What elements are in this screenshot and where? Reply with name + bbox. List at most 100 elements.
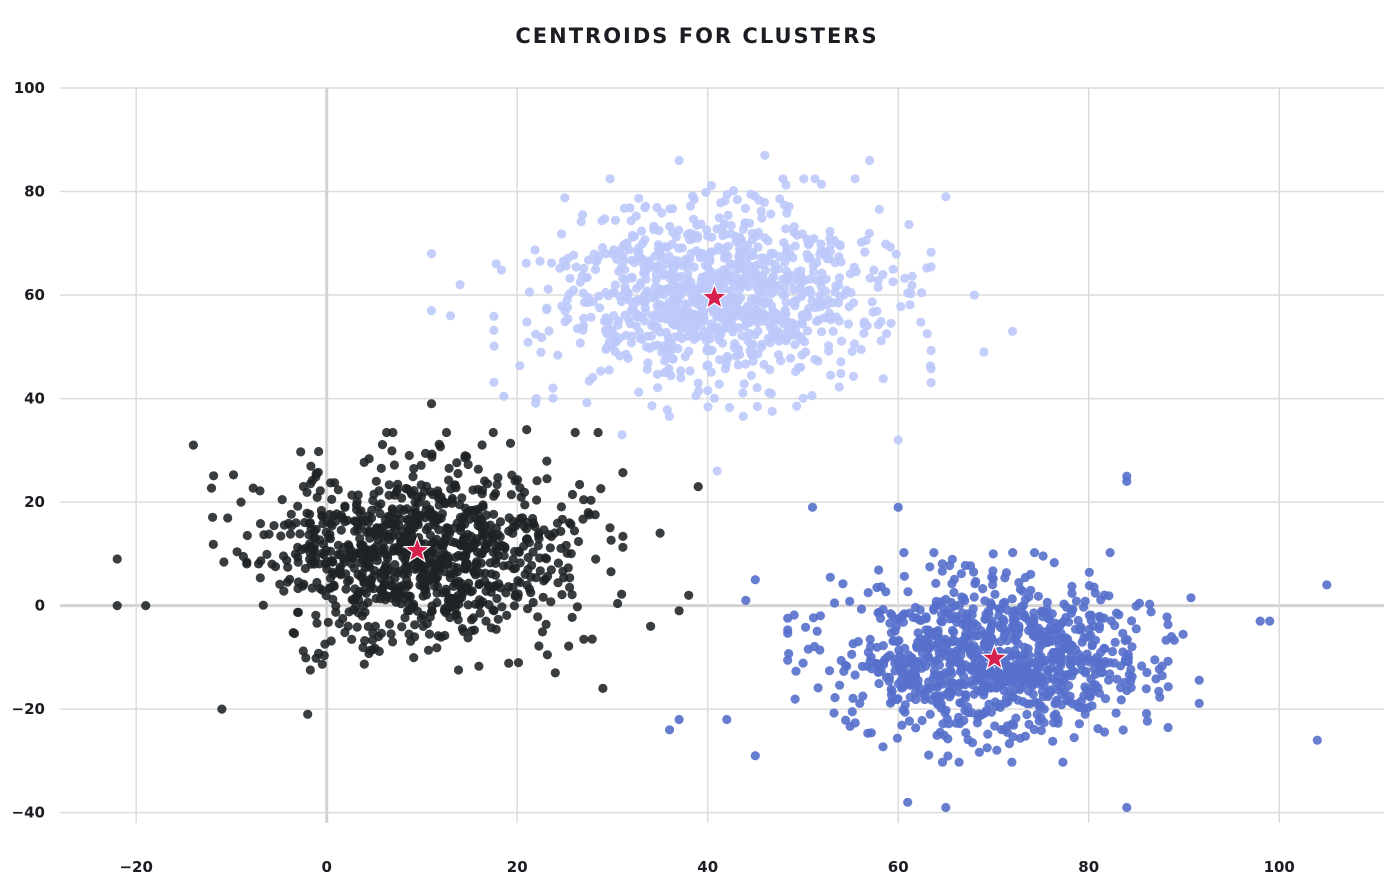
scatter-point [739, 379, 749, 389]
scatter-point [1146, 607, 1156, 617]
scatter-point [994, 611, 1004, 621]
scatter-point [1255, 616, 1265, 626]
scatter-point [864, 228, 874, 238]
scatter-point [719, 283, 729, 293]
scatter-point [913, 628, 923, 638]
scatter-point [460, 503, 471, 513]
scatter-point [610, 280, 620, 290]
scatter-point [944, 687, 954, 697]
scatter-point [446, 536, 456, 547]
scatter-point [614, 316, 624, 326]
scatter-point [454, 576, 464, 587]
scatter-point [445, 612, 455, 623]
scatter-point [593, 427, 603, 438]
scatter-point [988, 549, 998, 559]
scatter-point [1030, 677, 1040, 687]
scatter-point [747, 228, 757, 238]
scatter-point [799, 174, 809, 184]
scatter-point [325, 534, 335, 544]
scatter-point [762, 285, 772, 295]
scatter-point [322, 564, 332, 574]
scatter-point [956, 569, 967, 579]
scatter-point [601, 344, 611, 354]
scatter-point [1000, 573, 1010, 583]
scatter-point [886, 318, 896, 328]
scatter-point [947, 579, 957, 589]
scatter-point [533, 612, 543, 622]
scatter-point [546, 565, 556, 575]
scatter-point [635, 252, 645, 262]
scatter-point [887, 686, 897, 696]
scatter-point [1023, 644, 1033, 654]
scatter-point [590, 264, 601, 275]
scatter-point [660, 301, 670, 311]
scatter-point [460, 511, 470, 521]
scatter-point [479, 530, 489, 540]
scatter-point [1029, 724, 1039, 735]
scatter-point [798, 393, 808, 403]
scatter-point [754, 195, 764, 205]
scatter-point [790, 694, 800, 704]
scatter-point [669, 297, 679, 307]
scatter-point [1099, 643, 1109, 654]
scatter-point [474, 595, 485, 605]
scatter-point [646, 331, 657, 341]
scatter-point [432, 643, 442, 653]
scatter-point [943, 751, 953, 761]
scatter-point [933, 644, 943, 654]
scatter-point [522, 534, 532, 545]
scatter-point [699, 327, 709, 338]
scatter-point [925, 709, 935, 719]
cluster-2-points [426, 150, 1018, 476]
scatter-point [275, 579, 285, 589]
scatter-point [773, 350, 784, 360]
scatter-point [598, 683, 608, 694]
scatter-point [443, 523, 453, 533]
scatter-point [1028, 689, 1038, 700]
scatter-point [387, 446, 397, 456]
scatter-point [343, 577, 353, 587]
scatter-point [906, 289, 916, 299]
scatter-point [888, 264, 898, 274]
scatter-point [327, 494, 337, 504]
scatter-point [563, 253, 573, 263]
scatter-point [1166, 632, 1177, 642]
scatter-point [1026, 569, 1036, 579]
scatter-point [495, 517, 506, 527]
scatter-point [397, 622, 407, 632]
scatter-point [530, 245, 540, 255]
scatter-point [219, 557, 229, 567]
scatter-point [544, 529, 554, 540]
scatter-point [1036, 725, 1046, 736]
scatter-point [1082, 684, 1092, 694]
x-tick-label: −20 [119, 858, 152, 876]
scatter-point [1052, 665, 1062, 675]
scatter-point [552, 518, 563, 528]
scatter-point [1043, 665, 1053, 675]
scatter-point [440, 603, 450, 614]
scatter-point [764, 297, 774, 307]
scatter-point [374, 646, 384, 657]
scatter-point [532, 495, 542, 505]
scatter-point [489, 509, 499, 519]
scatter-point [1186, 593, 1196, 603]
scatter-point [1145, 599, 1155, 609]
scatter-point [693, 482, 703, 492]
scatter-point [904, 608, 915, 618]
x-tick-label: 0 [321, 858, 331, 876]
scatter-point [1024, 592, 1034, 602]
scatter-point [652, 369, 663, 379]
scatter-point [493, 473, 503, 483]
scatter-point [780, 307, 790, 317]
scatter-point [1014, 578, 1024, 588]
scatter-point [662, 242, 673, 252]
scatter-point [910, 602, 921, 613]
scatter-point [478, 500, 488, 510]
scatter-point [1111, 708, 1121, 718]
scatter-point [283, 562, 293, 572]
scatter-point [420, 581, 430, 591]
scatter-point [112, 601, 122, 611]
scatter-point [1051, 697, 1061, 707]
scatter-point [1074, 719, 1084, 729]
scatter-point [903, 587, 913, 597]
